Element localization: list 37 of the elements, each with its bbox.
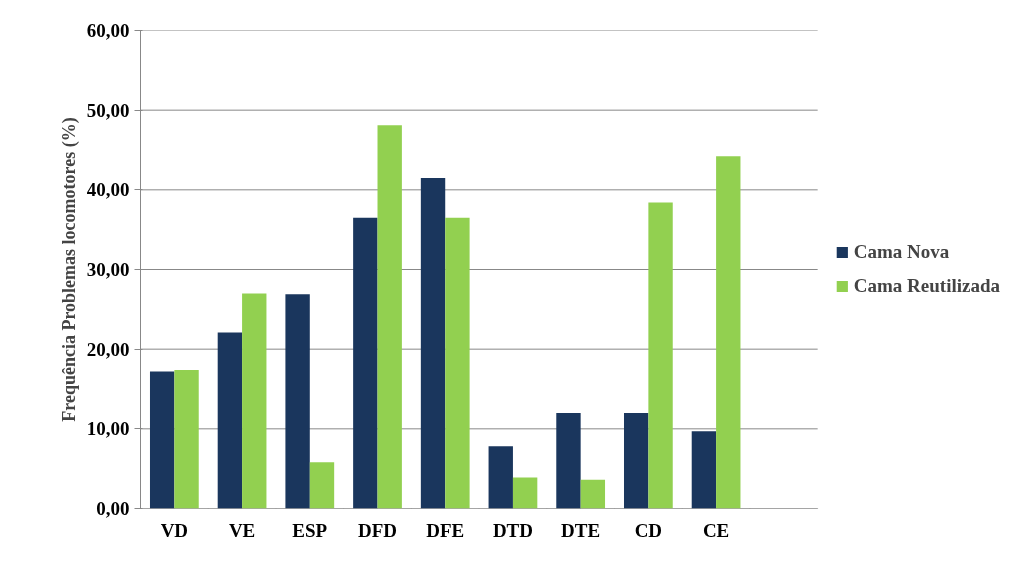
bar — [242, 293, 267, 509]
bar — [217, 332, 243, 509]
bar — [309, 462, 335, 509]
y-tick-label: 30,00 — [86, 259, 130, 280]
bar — [174, 369, 199, 509]
y-tick-label: 10,00 — [86, 418, 130, 440]
bar — [691, 431, 717, 509]
y-tick-label: 60,00 — [86, 20, 130, 41]
bar — [716, 156, 741, 509]
y-tick-label: 20,00 — [86, 338, 130, 360]
x-tick-label: DFD — [357, 519, 398, 541]
x-tick-label: CD — [634, 519, 663, 541]
bar — [377, 125, 402, 509]
x-tick-label: DTE — [561, 519, 601, 541]
y-tick-label: 0,00 — [96, 498, 130, 519]
y-axis-title: Frequência Problemas locomotores (%) — [58, 117, 80, 422]
bar — [420, 177, 446, 509]
bar — [556, 412, 581, 509]
bar — [580, 479, 606, 509]
x-tick-label: VD — [160, 519, 189, 541]
x-tick-label: VE — [228, 519, 256, 541]
x-tick-label: DFE — [426, 519, 465, 541]
bar — [648, 202, 673, 509]
legend-label: Cama Nova — [853, 241, 950, 263]
bar — [285, 294, 310, 509]
x-tick-label: ESP — [292, 519, 328, 541]
bar — [488, 446, 513, 509]
x-tick-label: CE — [702, 519, 730, 541]
y-tick-label: 40,00 — [86, 179, 130, 201]
bar — [445, 217, 470, 509]
legend-label: Cama Reutilizada — [853, 275, 1000, 297]
x-tick-label: DTD — [492, 519, 534, 541]
y-tick-label: 50,00 — [86, 99, 130, 121]
bar — [512, 477, 538, 509]
bar — [624, 412, 649, 509]
bar — [149, 371, 175, 509]
bar — [353, 217, 378, 509]
